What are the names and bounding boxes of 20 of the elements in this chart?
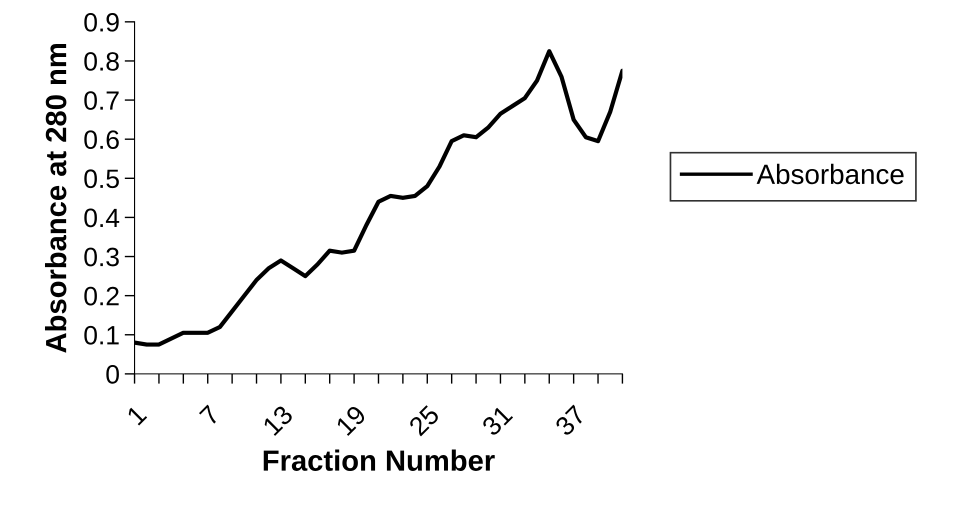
y-tick-label: 0.2: [84, 286, 119, 306]
y-tick-label: 0.6: [84, 130, 119, 150]
y-tick-label: 0.1: [84, 326, 119, 345]
x-tick-label: 13: [262, 404, 294, 436]
y-axis-title: Absorbance at 280 nm: [44, 44, 66, 353]
y-tick-label: 0.5: [84, 169, 119, 188]
y-tick-label: 0.3: [84, 248, 119, 266]
y-tick-label: 0.9: [84, 12, 119, 32]
y-tick-label: 0.8: [84, 52, 119, 71]
y-tick-label: 0.7: [84, 91, 119, 110]
legend-label: Absorbance: [756, 164, 904, 184]
x-tick-label: 31: [480, 404, 514, 437]
x-tick-label: 25: [408, 404, 440, 437]
x-axis-title: Fraction Number: [264, 450, 495, 471]
y-tick-label: 0.4: [84, 208, 120, 228]
x-tick-label: 1: [126, 404, 148, 426]
x-tick-label: 37: [554, 404, 586, 437]
x-tick-label: 19: [335, 404, 367, 436]
y-tick-label: 0: [106, 365, 119, 384]
x-tick-label: 7: [199, 404, 220, 426]
